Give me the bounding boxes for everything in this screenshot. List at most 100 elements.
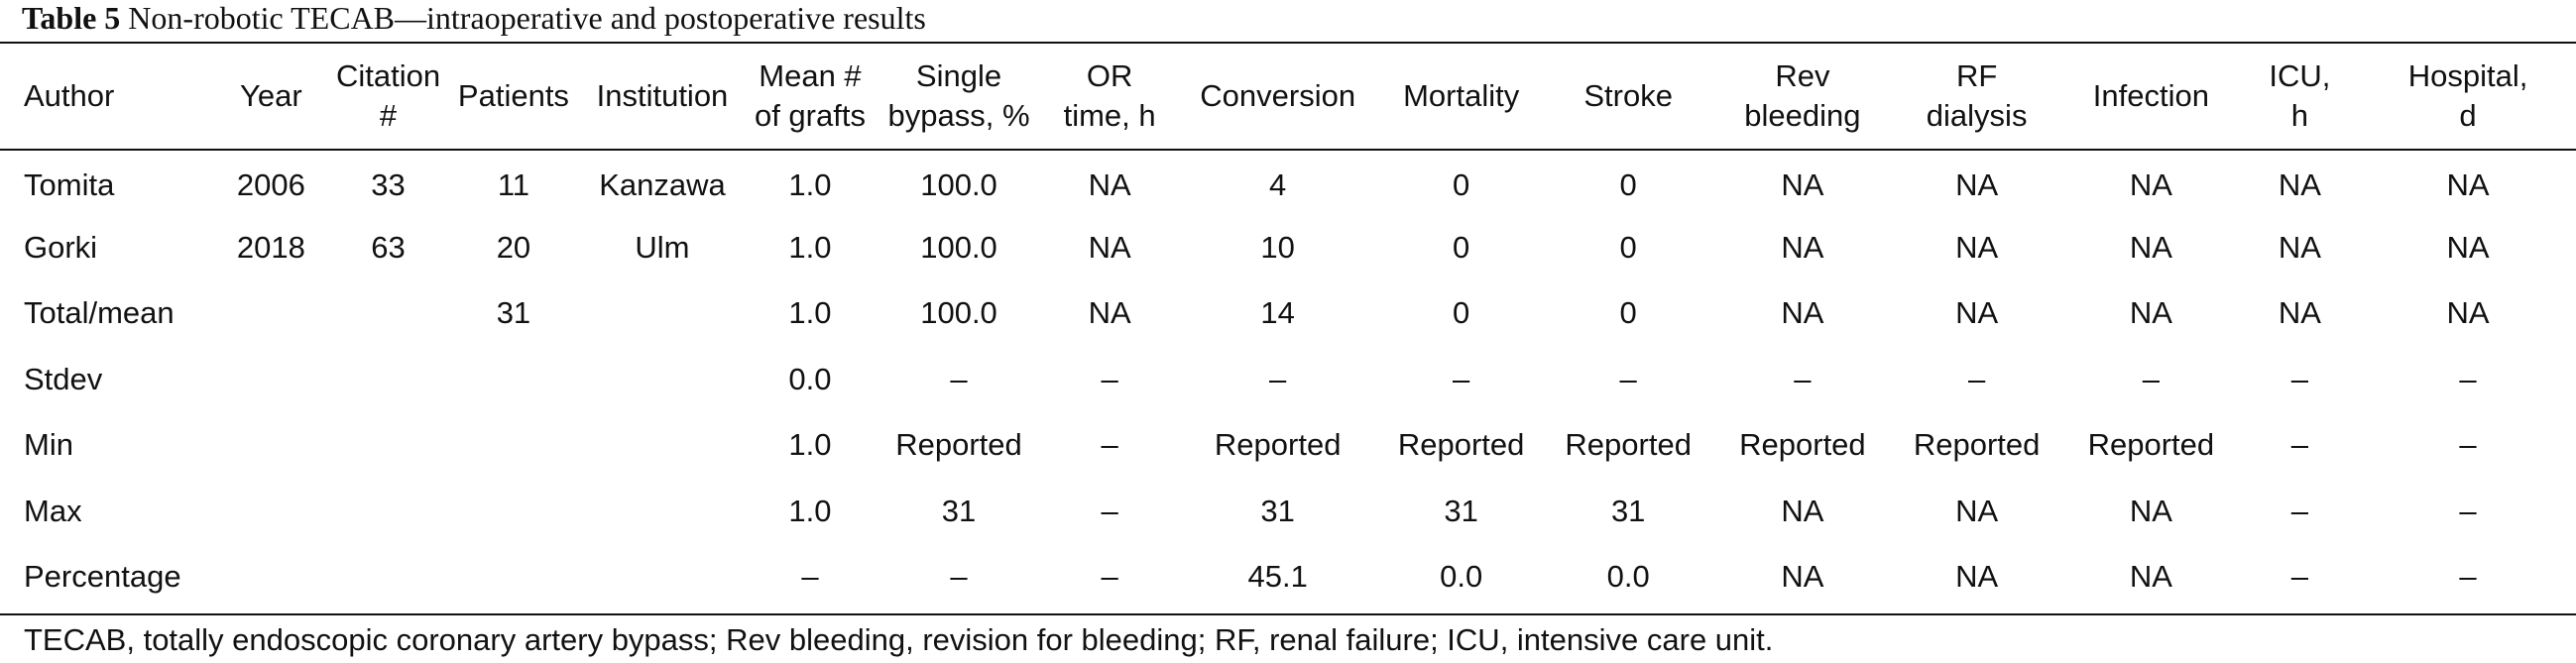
column-header: Author — [0, 44, 214, 149]
column-header-line: time, h — [1063, 98, 1156, 133]
table-cell — [579, 479, 747, 545]
column-header: Mean # of grafts — [746, 44, 874, 149]
table-cell: Reported — [1214, 427, 1342, 463]
table-row: Stdev 0.0 – – – – – – – – – – — [0, 347, 2576, 413]
column-header-line: ICU, — [2269, 58, 2331, 93]
column-header: Year — [214, 44, 328, 149]
table-caption-title: Non-robotic TECAB—intraoperative and pos… — [128, 0, 926, 36]
table-cell — [328, 280, 448, 347]
table-cell: – — [2459, 493, 2477, 528]
table-cell: NA — [2446, 295, 2490, 331]
table-cell: 0 — [1619, 167, 1637, 203]
table-cell: 31 — [1444, 493, 1478, 528]
table-row: Max 1.0 31 – 31 31 31 NA NA NA – – — [0, 479, 2576, 545]
table-cell: 10 — [1260, 229, 1295, 265]
table-cell: – — [2459, 427, 2477, 463]
table-cell: – — [1101, 427, 1118, 463]
table-cell: – — [1968, 361, 1986, 396]
column-header-line: Institution — [596, 78, 729, 113]
table-cell — [579, 347, 747, 413]
row-label-cell: Tomita — [24, 167, 115, 203]
column-header: Conversion — [1176, 44, 1380, 149]
table-bottom-rule — [0, 613, 2576, 615]
table-cell: 33 — [371, 167, 406, 203]
table-cell: 0 — [1619, 295, 1637, 331]
table-row: Min 1.0 Reported – Reported Reported Reported R… — [0, 412, 2576, 479]
table-cell: 31 — [1610, 493, 1646, 528]
table-cell: 0 — [1619, 229, 1637, 265]
table-cell: NA — [2129, 167, 2172, 203]
table-footnote: TECAB, totally endoscopic coronary arter… — [24, 622, 1774, 657]
column-header-line: bypass, % — [887, 98, 1030, 133]
table-cell: NA — [2129, 559, 2172, 595]
table-cell: NA — [1781, 493, 1824, 528]
table-cell — [448, 479, 579, 545]
table-cell — [214, 412, 328, 479]
table-cell: 31 — [1260, 493, 1295, 528]
table-cell: Reported — [895, 427, 1022, 463]
table-cell: – — [2290, 559, 2309, 595]
table-cell — [579, 412, 747, 479]
table-cell: NA — [1781, 559, 1824, 595]
table-cell: NA — [2129, 295, 2172, 331]
table-cell: NA — [2278, 229, 2321, 265]
table-cell — [579, 544, 747, 610]
column-header: RF dialysis — [1891, 44, 2062, 149]
column-header: ICU, h — [2240, 44, 2360, 149]
column-header-line: dialysis — [1926, 98, 2028, 133]
column-header-line: Mortality — [1403, 78, 1520, 113]
table-cell — [328, 544, 448, 610]
table-cell: Reported — [1913, 427, 2041, 463]
column-header: Patients — [448, 44, 579, 149]
table-row: Percentage – – – 45.1 0.0 0.0 NA NA NA – – — [0, 544, 2576, 610]
column-header-line: RF — [1955, 58, 1998, 93]
table-cell: 1.0 — [788, 427, 832, 463]
table-cell — [214, 544, 328, 610]
table-cell: – — [2142, 361, 2160, 396]
table-cell: 0 — [1453, 167, 1470, 203]
table-cell — [448, 544, 579, 610]
table-cell — [214, 479, 328, 545]
table-cell: Reported — [2087, 427, 2215, 463]
column-header-line: Rev — [1775, 58, 1830, 93]
table-cell: NA — [2278, 167, 2321, 203]
column-header-line: Infection — [2092, 78, 2209, 113]
table-cell: 20 — [496, 229, 531, 265]
table-cell — [448, 347, 579, 413]
table-cell: NA — [2446, 167, 2490, 203]
row-label-cell: Stdev — [24, 361, 103, 396]
column-header-line: Conversion — [1200, 78, 1356, 113]
table-cell: Kanzawa — [599, 167, 726, 203]
table-cell: 4 — [1269, 167, 1287, 203]
table-cell: NA — [1955, 559, 1999, 595]
table-cell: NA — [1781, 229, 1824, 265]
table-cell: – — [1453, 361, 1470, 396]
table-cell: NA — [1781, 295, 1824, 331]
row-label-cell: Max — [24, 493, 82, 528]
table-cell: 31 — [496, 295, 531, 331]
table-cell: NA — [1955, 295, 1999, 331]
table-header: Author Year Citation # Patients Institution Me… — [0, 44, 2576, 149]
table-cell: 0.0 — [1440, 559, 1483, 595]
table-row: Gorki 2018 63 20 Ulm 1.0 100.0 NA 10 0 0 NA NA NA NA NA — [0, 215, 2576, 281]
table-cell: 0.0 — [788, 361, 832, 396]
table-row: Tomita 2006 33 11 Kanzawa 1.0 100.0 NA 4 0 0 NA NA NA… — [0, 149, 2576, 215]
table-cell: – — [801, 559, 819, 595]
table-cell: 45.1 — [1247, 559, 1308, 595]
table-body: Tomita 2006 33 11 Kanzawa 1.0 100.0 NA 4 0 0 NA NA NA… — [0, 149, 2576, 610]
table-cell: – — [2459, 361, 2477, 396]
column-header-line: Year — [240, 78, 302, 113]
column-header-line: # — [379, 98, 398, 133]
table-caption-label: Table 5 — [22, 0, 121, 36]
table-cell: – — [1269, 361, 1287, 396]
table-cell: Reported — [1397, 427, 1525, 463]
table-cell: 1.0 — [788, 167, 832, 203]
table-cell: 1.0 — [788, 295, 832, 331]
column-header: Citation # — [328, 44, 448, 149]
table-cell: 63 — [371, 229, 406, 265]
table-cell: – — [1101, 493, 1118, 528]
column-header-line: Stroke — [1583, 78, 1673, 113]
table-cell — [328, 479, 448, 545]
table-cell — [328, 412, 448, 479]
header-rule — [0, 149, 2576, 151]
